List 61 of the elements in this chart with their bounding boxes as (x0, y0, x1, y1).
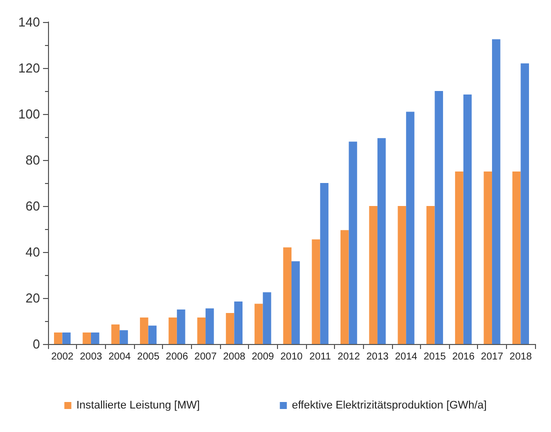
bar (484, 172, 492, 344)
x-tick-label: 2002 (51, 352, 74, 362)
bar (283, 247, 292, 344)
y-tick-label: 80 (26, 152, 40, 168)
x-tick-label: 2018 (510, 352, 532, 362)
x-tick-label: 2014 (394, 352, 418, 362)
bar (320, 183, 328, 344)
x-tick-label: 2016 (452, 352, 475, 362)
bar (377, 138, 386, 344)
bar (62, 332, 71, 344)
bar (262, 292, 272, 344)
x-tick-label: 2013 (366, 352, 389, 362)
x-tick-label: 2006 (166, 352, 188, 362)
bar (254, 304, 263, 344)
bar (176, 310, 186, 344)
bar (90, 332, 100, 344)
bar (426, 206, 435, 344)
bar (206, 308, 214, 344)
bar (82, 332, 91, 344)
bar (406, 112, 414, 344)
bar (492, 39, 500, 344)
bar (455, 172, 464, 344)
bar (348, 142, 358, 344)
bar (312, 239, 320, 344)
y-tick-label: 140 (18, 14, 40, 30)
bar (463, 94, 472, 344)
bar (148, 326, 157, 344)
y-tick-label: 100 (18, 106, 40, 122)
bar (168, 318, 177, 344)
legend-label: effektive Elektrizitätsproduktion [GWh/a] (292, 400, 487, 412)
y-tick-label: 0 (32, 336, 40, 352)
bar (292, 261, 300, 344)
y-tick-label: 40 (26, 244, 40, 260)
bar (512, 172, 521, 344)
x-tick-label: 2008 (223, 352, 246, 362)
y-tick-label: 60 (26, 198, 40, 214)
bar (226, 312, 234, 344)
bar (369, 206, 378, 344)
bar (140, 318, 148, 344)
x-tick-label: 2009 (252, 352, 274, 362)
bar (434, 91, 444, 344)
y-tick-label: 20 (26, 290, 40, 306)
bar (234, 301, 243, 344)
bar (54, 332, 62, 344)
x-tick-label: 2017 (480, 352, 504, 362)
x-tick-label: 2012 (338, 352, 360, 362)
x-tick-label: 2003 (80, 352, 103, 362)
bar (398, 206, 406, 344)
x-tick-label: 2011 (309, 352, 332, 362)
bar (520, 63, 529, 344)
legend-label: Installierte Leistung [MW] (76, 400, 200, 412)
bar (197, 318, 206, 344)
x-tick-label: 2004 (108, 352, 132, 362)
y-tick-label: 120 (18, 60, 40, 76)
x-tick-label: 2015 (424, 352, 446, 362)
bar (120, 330, 128, 344)
bar (340, 230, 349, 344)
bar (111, 324, 120, 344)
x-tick-label: 2007 (194, 352, 218, 362)
x-tick-label: 2005 (137, 352, 160, 362)
x-tick-label: 2010 (280, 352, 304, 362)
